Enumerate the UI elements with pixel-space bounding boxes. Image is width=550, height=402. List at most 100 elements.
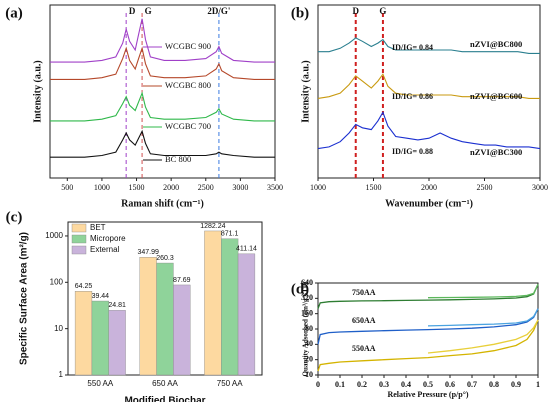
- legend-label: BET: [90, 223, 106, 232]
- series-line: [50, 46, 275, 80]
- y-tick-label: 10: [54, 324, 63, 333]
- value-label: 87.69: [173, 277, 191, 284]
- y-tick-label: 640: [301, 278, 313, 287]
- x-axis-label: Relative Pressure (p/p°): [387, 390, 468, 399]
- x-tick-label: 1500: [366, 183, 382, 192]
- legend-swatch: [71, 223, 87, 233]
- annotation: ID/IG= 0.86: [392, 92, 433, 101]
- value-label: 39.44: [92, 293, 110, 300]
- series-line: [317, 111, 541, 150]
- x-tick-label: 0.3: [379, 380, 389, 389]
- x-tick-label: 0.9: [511, 380, 521, 389]
- value-label: 411.14: [236, 246, 257, 253]
- x-tick-label: 2000: [163, 183, 179, 192]
- y-tick-label: 40: [305, 339, 313, 348]
- plot-frame: [49, 4, 276, 179]
- series-line: [317, 284, 539, 309]
- bar: [156, 262, 174, 376]
- panel-label: (d): [291, 281, 309, 297]
- x-tick-label: 2000: [421, 183, 437, 192]
- legend-label: Micropore: [90, 234, 126, 243]
- x-tick-label: 0.6: [445, 380, 455, 389]
- bar: [139, 257, 157, 376]
- series-line: [318, 37, 540, 54]
- x-axis-label: Wavenumber (cm⁻¹): [385, 198, 473, 209]
- series-label: nZVI@BC300: [470, 147, 522, 157]
- peak-label: D: [352, 6, 359, 16]
- x-tick-label: 2500: [477, 183, 493, 192]
- annotation: 750AA: [352, 288, 376, 297]
- x-tick-label: 1: [536, 380, 540, 389]
- y-axis-label: Quantity Adsorbed (cm³/g STP): [302, 281, 310, 377]
- bar: [91, 300, 109, 376]
- value-label: 64.25: [75, 283, 93, 290]
- value-label: 1282.24: [200, 223, 225, 230]
- series-label: WCGBC 700: [165, 121, 211, 131]
- series-line: [427, 319, 539, 354]
- x-tick-label: 650 AA: [152, 379, 178, 388]
- value-label: 347.99: [137, 249, 159, 256]
- y-axis-label: Intensity (a.u.): [32, 60, 43, 123]
- series-label: BC 800: [165, 154, 191, 164]
- x-tick-label: 0.8: [489, 380, 499, 389]
- series-label: WCGBC 900: [165, 41, 211, 51]
- x-tick-label: 1500: [129, 183, 145, 192]
- panel-label: (b): [291, 5, 309, 21]
- panel: (c) Modified Biochar Specific Surface Area…: [6, 209, 263, 402]
- panel-label: (c): [6, 209, 23, 225]
- series-label: nZVI@BC600: [470, 91, 522, 101]
- series-line: [50, 129, 275, 158]
- annotation: 550AA: [352, 344, 376, 353]
- x-tick-label: 750 AA: [217, 379, 243, 388]
- legend-swatch: [71, 234, 87, 244]
- series-line: [317, 73, 540, 99]
- panel-label: (a): [5, 5, 23, 21]
- panel: (a) Raman shift (cm⁻¹) Intensity (a.u.) 500…: [5, 4, 283, 209]
- y-tick-label: 100: [50, 277, 64, 286]
- x-tick-label: 0.4: [401, 380, 411, 389]
- x-tick-label: 3000: [232, 183, 248, 192]
- x-tick-label: 0.1: [335, 380, 345, 389]
- value-label: 260.3: [156, 255, 174, 262]
- y-tick-label: 1: [59, 370, 64, 379]
- legend-label: External: [90, 245, 120, 254]
- peak-label: 2D/G': [207, 6, 230, 16]
- bar: [237, 253, 256, 376]
- panel: (b) Wavenumber (cm⁻¹) Intensity (a.u.) 1000…: [291, 4, 548, 209]
- x-tick-label: 0.5: [423, 380, 433, 389]
- series-line: [427, 284, 539, 299]
- x-axis-label: Raman shift (cm⁻¹): [121, 198, 204, 209]
- x-tick-label: 500: [61, 183, 73, 192]
- bar: [204, 230, 222, 376]
- x-tick-label: 2500: [198, 183, 214, 192]
- bar: [74, 291, 93, 376]
- bar: [108, 310, 126, 376]
- series-label: WCGBC 800: [165, 80, 211, 90]
- y-tick-label: 10: [305, 370, 313, 379]
- x-tick-label: 1000: [94, 183, 110, 192]
- peak-label: D: [129, 6, 136, 16]
- value-label: 871.1: [221, 231, 239, 238]
- annotation: ID/IG= 0.88: [392, 147, 433, 156]
- y-axis-label: Specific Surface Area (m²/g): [19, 232, 30, 365]
- panel: (d) Relative Pressure (p/p°) Quantity Adso…: [291, 278, 540, 399]
- x-tick-label: 0.7: [467, 380, 477, 389]
- y-tick-label: 160: [301, 308, 313, 317]
- series-line: [50, 91, 275, 122]
- legend-swatch: [71, 245, 87, 255]
- value-label: 24.81: [108, 302, 126, 309]
- bar: [173, 284, 191, 376]
- peak-label: G: [379, 6, 386, 16]
- x-axis-label: Modified Biochar: [124, 396, 205, 402]
- annotation: ID/IG= 0.84: [392, 43, 433, 52]
- x-tick-label: 3000: [532, 183, 548, 192]
- y-tick-label: 80: [305, 324, 313, 333]
- x-tick-label: 0.2: [357, 380, 367, 389]
- series-line: [427, 308, 539, 327]
- x-tick-label: 1000: [310, 183, 326, 192]
- annotation: 650AA: [352, 316, 376, 325]
- x-tick-label: 3500: [267, 183, 283, 192]
- x-tick-label: 0: [316, 380, 320, 389]
- y-tick-label: 1000: [45, 231, 63, 240]
- y-axis-label: Intensity (a.u.): [300, 60, 311, 123]
